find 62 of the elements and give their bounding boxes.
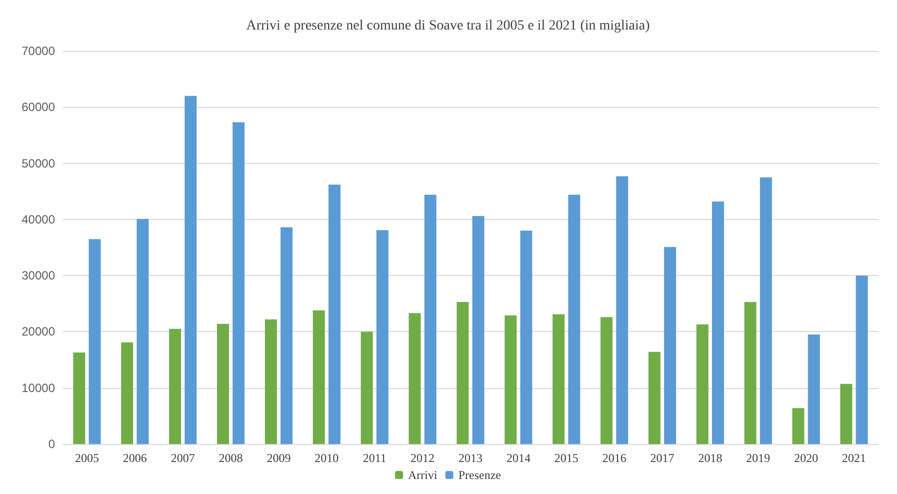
bar — [792, 408, 804, 444]
bar — [520, 230, 532, 444]
x-tick-label: 2012 — [410, 451, 435, 465]
x-tick-label: 2013 — [458, 451, 482, 465]
bar — [760, 177, 772, 444]
legend-label: Arrivi — [408, 468, 438, 482]
bar — [616, 176, 628, 444]
y-tick-label: 70000 — [22, 44, 56, 58]
bar — [856, 276, 868, 444]
bar — [552, 314, 565, 444]
bar — [328, 184, 340, 444]
y-tick-label: 20000 — [22, 324, 56, 339]
bar — [744, 302, 756, 444]
bar — [472, 216, 484, 444]
y-tick-label: 10000 — [22, 380, 56, 395]
bar — [696, 324, 708, 444]
bar — [360, 332, 373, 444]
bar — [216, 324, 229, 444]
bar — [648, 352, 660, 444]
y-tick-label: 60000 — [22, 100, 56, 114]
y-tick-label: 40000 — [22, 212, 56, 226]
bar — [568, 194, 580, 444]
bar — [280, 227, 293, 444]
bar — [808, 334, 820, 444]
bar — [712, 201, 724, 444]
y-tick-label: 50000 — [22, 156, 56, 170]
bar — [73, 352, 86, 444]
bar — [840, 384, 852, 444]
x-tick-label: 2019 — [746, 451, 770, 465]
x-tick-label: 2006 — [122, 451, 147, 465]
bar — [504, 315, 517, 444]
x-tick-label: 2011 — [362, 451, 386, 465]
x-tick-label: 2021 — [842, 451, 866, 465]
bar — [264, 319, 277, 444]
chart-title: Arrivi e presenze nel comune di Soave tra il 2005 e il 2021 (in migliaia) — [246, 18, 650, 34]
y-tick-label: 0 — [48, 437, 56, 451]
x-tick-label: 2015 — [554, 451, 578, 465]
bar — [408, 313, 421, 444]
bar — [121, 342, 134, 444]
bar — [312, 310, 325, 444]
x-tick-label: 2020 — [794, 451, 818, 465]
x-tick-label: 2005 — [74, 451, 99, 465]
bar — [136, 218, 149, 444]
x-tick-label: 2008 — [218, 451, 243, 465]
x-tick-label: 2018 — [698, 451, 722, 465]
bar — [600, 317, 613, 444]
y-tick-label: 30000 — [22, 268, 56, 283]
bar — [184, 96, 197, 444]
bar — [88, 239, 101, 444]
x-tick-label: 2010 — [314, 451, 339, 465]
x-tick-label: 2017 — [650, 451, 674, 465]
x-tick-label: 2007 — [170, 451, 195, 465]
bar — [169, 328, 182, 444]
x-tick-label: 2009 — [266, 451, 291, 465]
x-tick-label: 2016 — [602, 451, 626, 465]
bar — [456, 302, 469, 444]
bar — [424, 194, 436, 444]
legend-label: Presenze — [458, 468, 501, 482]
bar — [664, 246, 676, 444]
x-tick-label: 2014 — [506, 451, 530, 465]
bar — [376, 230, 388, 444]
bar — [232, 122, 245, 444]
